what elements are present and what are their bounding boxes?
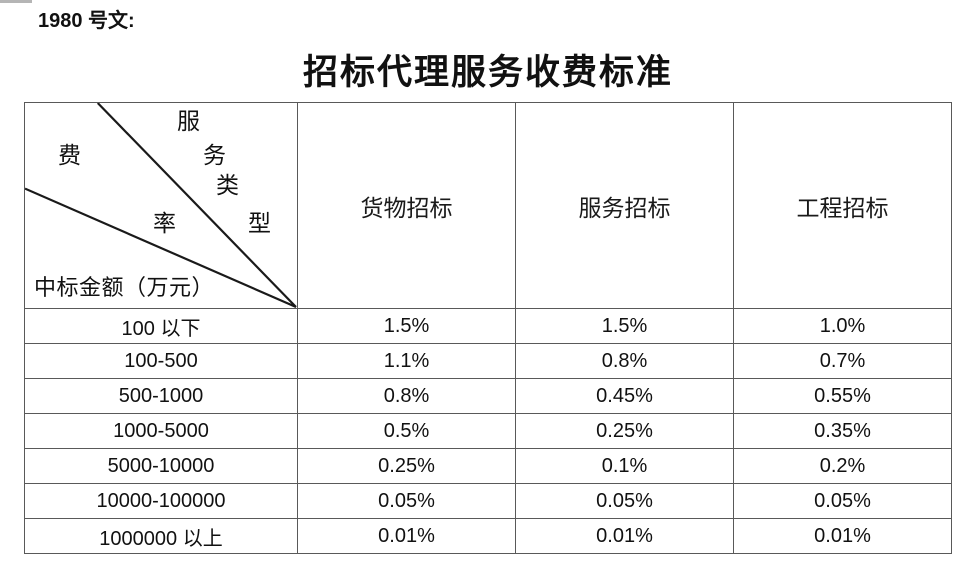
column-header-service-bidding: 服务招标 bbox=[515, 102, 734, 309]
table-row: 5000-10000 0.25% 0.1% 0.2% bbox=[24, 448, 952, 484]
fee-value-cell: 0.01% bbox=[297, 518, 516, 554]
fee-value-cell: 0.05% bbox=[733, 483, 952, 519]
diagonal-header-cell: 服 费 务 类 率 型 中标金额（万元） bbox=[24, 102, 298, 309]
corner-label-service-type-char: 类 bbox=[216, 173, 239, 198]
fee-value-cell: 0.45% bbox=[515, 378, 734, 414]
amount-range-cell: 100-500 bbox=[24, 343, 298, 379]
amount-range-cell: 1000-5000 bbox=[24, 413, 298, 449]
fee-value-cell: 1.0% bbox=[733, 308, 952, 344]
amount-range-cell: 5000-10000 bbox=[24, 448, 298, 484]
table-row: 500-1000 0.8% 0.45% 0.55% bbox=[24, 378, 952, 414]
fee-value-cell: 0.35% bbox=[733, 413, 952, 449]
header-row: 服 费 务 类 率 型 中标金额（万元） 货物招标 服务招标 工程招标 bbox=[24, 102, 952, 309]
diagonal-divider-lines bbox=[25, 103, 297, 308]
doc-number: 1980 号文: bbox=[38, 10, 135, 32]
table-row: 100 以下 1.5% 1.5% 1.0% bbox=[24, 308, 952, 344]
table-row: 100-500 1.1% 0.8% 0.7% bbox=[24, 343, 952, 379]
fee-value-cell: 0.5% bbox=[297, 413, 516, 449]
amount-range-cell: 1000000 以上 bbox=[24, 518, 298, 554]
amount-range-cell: 100 以下 bbox=[24, 308, 298, 344]
fee-value-cell: 0.2% bbox=[733, 448, 952, 484]
fee-value-cell: 0.05% bbox=[297, 483, 516, 519]
fee-value-cell: 0.25% bbox=[297, 448, 516, 484]
corner-label-fee-rate-char: 费 bbox=[58, 143, 81, 168]
column-header-goods-bidding: 货物招标 bbox=[297, 102, 516, 309]
fee-value-cell: 0.01% bbox=[515, 518, 734, 554]
corner-label-service-type-char: 务 bbox=[203, 143, 226, 168]
page-edge-artifact bbox=[0, 0, 32, 3]
table-row: 1000-5000 0.5% 0.25% 0.35% bbox=[24, 413, 952, 449]
fee-value-cell: 1.5% bbox=[515, 308, 734, 344]
fee-table: 服 费 务 类 率 型 中标金额（万元） 货物招标 服务招标 工程招标 100 … bbox=[24, 102, 952, 554]
fee-value-cell: 1.5% bbox=[297, 308, 516, 344]
fee-value-cell: 0.8% bbox=[515, 343, 734, 379]
corner-label-service-type-char: 服 bbox=[177, 109, 200, 134]
fee-value-cell: 0.1% bbox=[515, 448, 734, 484]
table-row: 1000000 以上 0.01% 0.01% 0.01% bbox=[24, 518, 952, 554]
fee-value-cell: 0.8% bbox=[297, 378, 516, 414]
corner-label-amount: 中标金额（万元） bbox=[34, 275, 215, 300]
fee-value-cell: 1.1% bbox=[297, 343, 516, 379]
corner-label-fee-rate-char: 率 bbox=[153, 211, 176, 236]
amount-range-cell: 500-1000 bbox=[24, 378, 298, 414]
page-title: 招标代理服务收费标准 bbox=[302, 53, 673, 92]
fee-value-cell: 0.05% bbox=[515, 483, 734, 519]
column-header-engineering-bidding: 工程招标 bbox=[733, 102, 952, 309]
fee-value-cell: 0.25% bbox=[515, 413, 734, 449]
fee-value-cell: 0.7% bbox=[733, 343, 952, 379]
fee-value-cell: 0.55% bbox=[733, 378, 952, 414]
table-row: 10000-100000 0.05% 0.05% 0.05% bbox=[24, 483, 952, 519]
corner-label-service-type-char: 型 bbox=[248, 211, 271, 236]
amount-range-cell: 10000-100000 bbox=[24, 483, 298, 519]
fee-value-cell: 0.01% bbox=[733, 518, 952, 554]
